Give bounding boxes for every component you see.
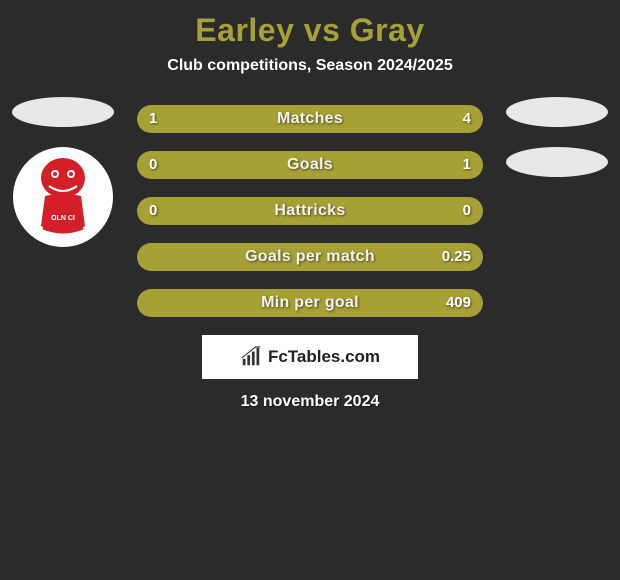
right-player-badge-placeholder: [506, 97, 608, 127]
main-area: OLN CI 1 Matches 4 0 Goals 1: [0, 105, 620, 411]
left-player-column: OLN CI: [8, 97, 118, 247]
right-club-badge-placeholder: [506, 147, 608, 177]
svg-text:OLN CI: OLN CI: [51, 215, 75, 222]
stat-label: Matches: [137, 105, 483, 133]
left-player-badge-placeholder: [12, 97, 114, 127]
barchart-icon: [240, 346, 262, 368]
stat-value-right: 409: [446, 289, 471, 317]
stat-row-min-per-goal: Min per goal 409: [137, 289, 483, 317]
stat-label: Min per goal: [137, 289, 483, 317]
stat-value-right: 1: [463, 151, 471, 179]
stat-label: Goals: [137, 151, 483, 179]
stat-row-goals-per-match: Goals per match 0.25: [137, 243, 483, 271]
stat-row-matches: 1 Matches 4: [137, 105, 483, 133]
stat-value-right: 0: [463, 197, 471, 225]
branding-box: FcTables.com: [202, 335, 418, 379]
stat-label: Hattricks: [137, 197, 483, 225]
page-subtitle: Club competitions, Season 2024/2025: [0, 57, 620, 75]
left-club-logo: OLN CI: [13, 147, 113, 247]
page-title: Earley vs Gray: [0, 12, 620, 49]
comparison-infographic: Earley vs Gray Club competitions, Season…: [0, 0, 620, 421]
stat-value-right: 0.25: [442, 243, 471, 271]
stat-row-goals: 0 Goals 1: [137, 151, 483, 179]
stat-label: Goals per match: [137, 243, 483, 271]
branding-text: FcTables.com: [268, 347, 380, 367]
stat-value-right: 4: [463, 105, 471, 133]
footer-date: 13 november 2024: [0, 393, 620, 411]
stat-row-hattricks: 0 Hattricks 0: [137, 197, 483, 225]
right-player-column: [502, 97, 612, 197]
stats-bars: 1 Matches 4 0 Goals 1 0 Hattricks 0: [137, 105, 483, 317]
lincoln-city-logo-icon: OLN CI: [27, 154, 99, 240]
